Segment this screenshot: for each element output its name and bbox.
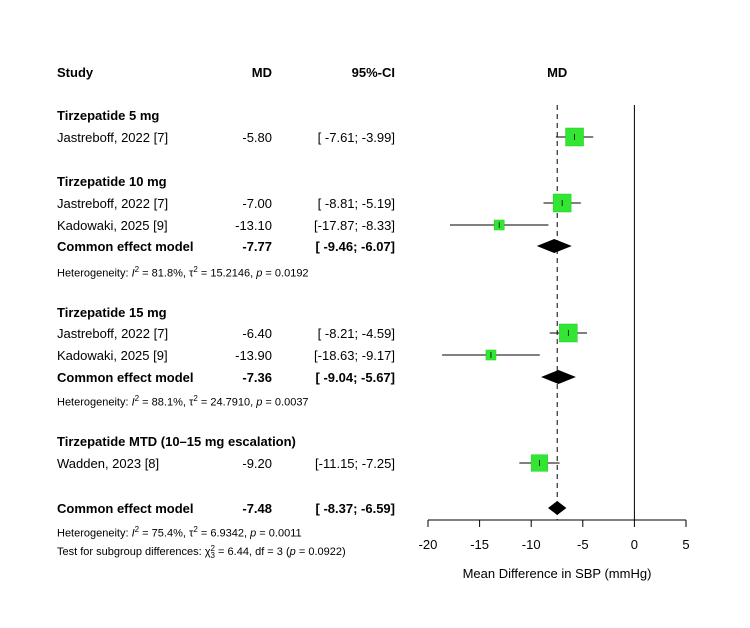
study-label: Jastreboff, 2022 [7]	[57, 325, 169, 341]
study-ci: [ -7.61; -3.99]	[317, 129, 395, 145]
summary-ci: [ -9.04; -5.67]	[315, 369, 395, 385]
x-tick-label: -15	[470, 536, 489, 552]
subgroup-title: Tirzepatide MTD (10–15 mg escalation)	[57, 433, 296, 449]
tau2-value: 24.7910	[210, 396, 251, 409]
summary-diamond	[541, 370, 576, 384]
x-tick-label: -10	[521, 536, 541, 552]
heterogeneity-text: Heterogeneity: I2 = 88.1%, τ2 = 24.7910,…	[57, 394, 309, 409]
study-md: -7.00	[242, 195, 272, 211]
x-tick-label: 0	[630, 536, 639, 552]
study-md: -13.10	[235, 217, 272, 233]
summary-ci: [ -9.46; -6.07]	[315, 238, 395, 254]
subgroup-test-text: Test for subgroup differences: χ2 3 = 6.4…	[57, 544, 346, 560]
study-ci: [ -8.81; -5.19]	[317, 195, 395, 211]
summary-label: Common effect model	[57, 369, 194, 385]
summary-diamond	[548, 501, 567, 515]
x-tick-label: -20	[418, 536, 438, 552]
summary-diamond	[536, 239, 572, 253]
header-study: Study	[57, 64, 94, 80]
p-value: 0.0011	[268, 527, 302, 540]
header-plot: MD	[547, 64, 568, 80]
header-ci: 95%-CI	[351, 64, 395, 80]
study-md: -9.20	[242, 455, 272, 471]
study-label: Wadden, 2023 [8]	[57, 455, 160, 471]
x-tick-label: -5	[577, 536, 589, 552]
study-label: Kadowaki, 2025 [9]	[57, 217, 168, 233]
study-ci: [ -8.21; -4.59]	[317, 325, 395, 341]
summary-label: Common effect model	[57, 500, 194, 516]
tau2-value: 15.2146	[210, 267, 251, 280]
summary-md: -7.48	[242, 500, 272, 516]
p-value: 0.0192	[274, 267, 309, 280]
subgroup-title: Tirzepatide 15 mg	[57, 304, 167, 320]
study-ci: [-11.15; -7.25]	[315, 455, 395, 471]
i2-value: 75.4%	[151, 527, 183, 540]
p-value: 0.0922	[308, 545, 342, 558]
header-md: MD	[251, 64, 272, 80]
study-ci: [-18.63; -9.17]	[314, 347, 395, 363]
subgroup-title: Tirzepatide 10 mg	[57, 173, 167, 189]
df-value: 3	[276, 545, 283, 558]
study-ci: [-17.87; -8.33]	[314, 217, 395, 233]
summary-md: -7.77	[242, 238, 272, 254]
summary-md: -7.36	[242, 369, 272, 385]
study-md: -5.80	[242, 129, 272, 145]
tau2-value: 6.9342	[210, 527, 244, 540]
i2-value: 81.8%	[151, 267, 183, 280]
subgroup-title: Tirzepatide 5 mg	[57, 107, 160, 123]
study-label: Kadowaki, 2025 [9]	[57, 347, 168, 363]
study-md: -6.40	[242, 325, 272, 341]
summary-label: Common effect model	[57, 238, 194, 254]
heterogeneity-text: Heterogeneity: I2 = 81.8%, τ2 = 15.2146,…	[57, 265, 309, 280]
study-label: Jastreboff, 2022 [7]	[57, 129, 169, 145]
study-md: -13.90	[235, 347, 272, 363]
x-axis-title: Mean Difference in SBP (mmHg)	[462, 565, 652, 581]
p-value: 0.0037	[274, 396, 309, 409]
heterogeneity-text: Heterogeneity: I2 = 75.4%, τ2 = 6.9342, …	[57, 525, 302, 540]
chi2-value: 6.44	[227, 545, 249, 558]
i2-value: 88.1%	[151, 396, 183, 409]
summary-ci: [ -8.37; -6.59]	[315, 500, 395, 516]
x-tick-label: 5	[682, 536, 690, 552]
study-label: Jastreboff, 2022 [7]	[57, 195, 169, 211]
